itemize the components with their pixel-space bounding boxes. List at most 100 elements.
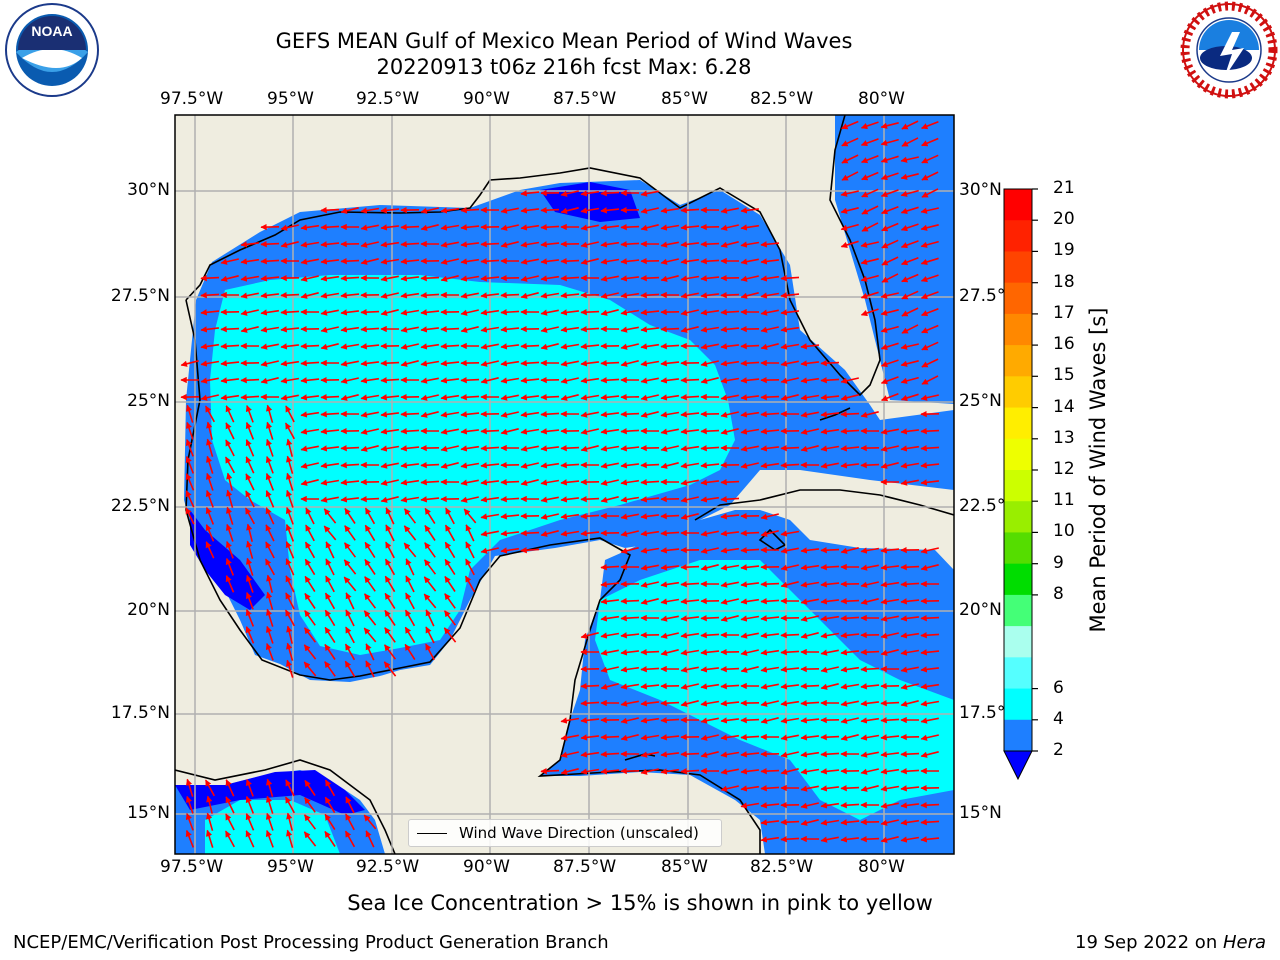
wave-direction-arrow: [201, 278, 219, 279]
colorbar-segment: [1004, 376, 1032, 408]
wave-direction-arrow: [921, 618, 939, 619]
wave-direction-arrow: [861, 839, 879, 840]
legend-line-icon: [417, 833, 447, 834]
wave-direction-arrow: [861, 465, 879, 466]
wave-direction-arrow: [761, 771, 779, 772]
lon-label: 82.5°W: [750, 857, 813, 877]
wave-direction-arrow: [581, 686, 599, 687]
wave-direction-arrow: [581, 312, 599, 313]
legend-label: Wind Wave Direction (unscaled): [459, 824, 699, 842]
wave-direction-arrow: [341, 261, 359, 262]
colorbar-tick-label: 18: [1053, 272, 1075, 292]
colorbar-segment: [1004, 720, 1032, 752]
wave-direction-arrow: [821, 550, 839, 551]
wave-direction-arrow: [781, 635, 799, 636]
lon-label: 92.5°W: [356, 89, 419, 109]
colorbar-tick-label: 13: [1053, 428, 1075, 448]
wave-direction-arrow: [801, 686, 819, 687]
colorbar-segment: [1004, 439, 1032, 471]
wave-direction-arrow: [461, 380, 479, 381]
lon-label: 90°W: [463, 857, 510, 877]
lon-label: 85°W: [661, 89, 708, 109]
wave-direction-arrow: [601, 737, 619, 738]
lat-label: 17.5°: [959, 703, 1005, 723]
wave-direction-arrow: [261, 244, 279, 245]
colorbar-tick-label: 6: [1053, 678, 1064, 698]
lon-label: 95°W: [267, 857, 314, 877]
wave-direction-arrow: [701, 244, 719, 245]
wave-direction-arrow: [841, 788, 859, 789]
noaa-logo-icon: NOAA: [6, 4, 98, 96]
colorbar-tick-label: 8: [1053, 584, 1064, 604]
lat-label: 27.5°: [959, 286, 1005, 306]
lon-label: 87.5°W: [553, 857, 616, 877]
lat-label: 30°N: [127, 180, 170, 200]
colorbar-tick-label: 4: [1053, 709, 1064, 729]
wave-direction-arrow: [641, 652, 659, 653]
nws-logo-icon: [1183, 4, 1275, 96]
wave-direction-arrow: [501, 482, 519, 483]
colorbar-title: Mean Period of Wind Waves [s]: [1086, 308, 1110, 633]
colorbar-tick-label: 11: [1053, 490, 1075, 510]
arrow-legend: Wind Wave Direction (unscaled): [408, 819, 722, 847]
wave-direction-arrow: [621, 227, 639, 228]
wave-direction-arrow: [541, 397, 559, 398]
lon-label: 80°W: [858, 857, 905, 877]
lon-label: 92.5°W: [356, 857, 419, 877]
wave-direction-arrow: [581, 499, 599, 500]
wave-direction-arrow: [421, 465, 439, 466]
colorbar-tick-label: 14: [1053, 397, 1075, 417]
date-text: 19 Sep 2022 on: [1075, 932, 1223, 953]
wave-direction-arrow: [681, 380, 699, 381]
wave-direction-arrow: [681, 567, 699, 568]
wave-direction-arrow: [821, 363, 839, 364]
wave-direction-arrow: [621, 414, 639, 415]
wave-direction-arrow: [541, 210, 559, 211]
wave-direction-arrow: [341, 448, 359, 449]
lat-label: 22.5°: [959, 496, 1005, 516]
lon-label: 82.5°W: [750, 89, 813, 109]
wave-direction-arrow: [721, 669, 739, 670]
lon-label: 95°W: [267, 89, 314, 109]
wave-direction-arrow: [881, 703, 899, 704]
colorbar-segment: [1004, 189, 1032, 221]
colorbar-segment: [1004, 220, 1032, 252]
lat-label: 25°N: [959, 391, 1002, 411]
wave-direction-arrow: [701, 431, 719, 432]
wave-direction-arrow: [741, 533, 759, 534]
wave-direction-arrow: [561, 448, 579, 449]
colorbar-segment: [1004, 626, 1032, 658]
colorbar-tick-label: 21: [1053, 178, 1075, 198]
colorbar-tick-label: 9: [1053, 553, 1064, 573]
wave-direction-arrow: [381, 363, 399, 364]
wave-direction-arrow: [781, 822, 799, 823]
lat-label: 17.5°N: [111, 703, 170, 723]
credit-text: NCEP/EMC/Verification Post Processing Pr…: [13, 932, 609, 953]
wave-direction-arrow: [681, 754, 699, 755]
wave-direction-arrow: [421, 278, 439, 279]
colorbar-segment: [1004, 283, 1032, 315]
wave-direction-arrow: [721, 295, 739, 296]
lat-label: 30°N: [959, 180, 1002, 200]
wave-direction-arrow: [921, 805, 939, 806]
lat-label: 15°N: [127, 803, 170, 823]
wave-direction-arrow: [781, 448, 799, 449]
colorbar: [1004, 189, 1038, 779]
lat-label: 22.5°N: [111, 496, 170, 516]
colorbar-segment: [1004, 564, 1032, 596]
lat-label: 25°N: [127, 391, 170, 411]
wave-direction-arrow: [661, 516, 679, 517]
colorbar-tick-label: 16: [1053, 334, 1075, 354]
wave-direction-arrow: [361, 312, 379, 313]
lon-label: 85°W: [661, 857, 708, 877]
lon-label: 97.5°W: [160, 89, 223, 109]
wave-direction-arrow: [721, 482, 739, 483]
colorbar-tick-label: 12: [1053, 459, 1075, 479]
lat-label: 27.5°N: [111, 286, 170, 306]
lon-label: 90°W: [463, 89, 510, 109]
lat-label: 20°N: [127, 600, 170, 620]
wave-direction-arrow: [361, 499, 379, 500]
wave-direction-arrow: [401, 227, 419, 228]
wave-direction-arrow: [321, 397, 339, 398]
colorbar-tick-label: 20: [1053, 209, 1075, 229]
